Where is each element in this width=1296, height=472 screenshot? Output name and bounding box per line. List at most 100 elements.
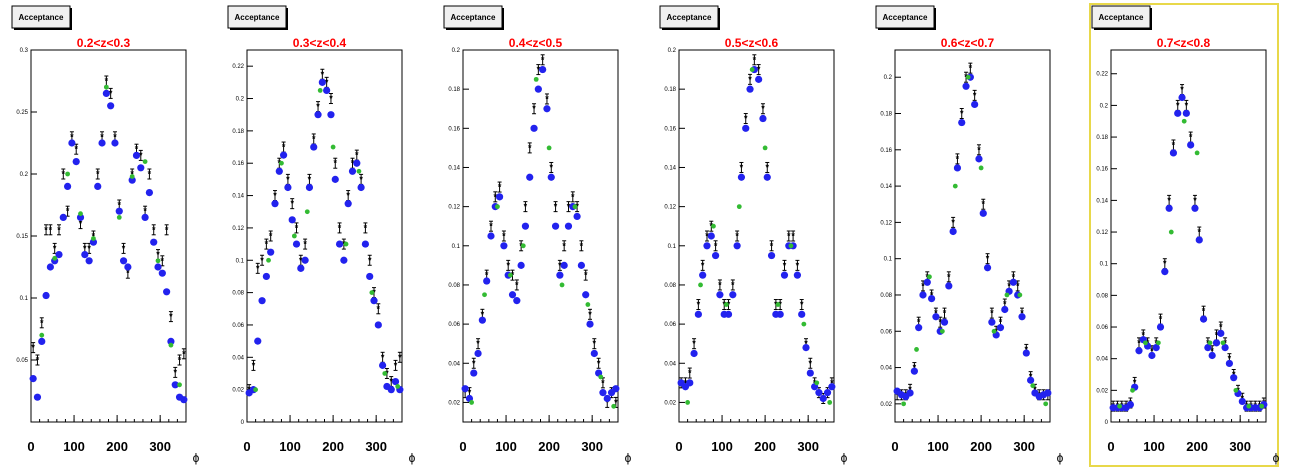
data-point-dot bbox=[1148, 351, 1156, 360]
y-tick-label: 0.2 bbox=[668, 48, 677, 54]
y-tick-label: 0.16 bbox=[448, 126, 460, 132]
data-point-star: * bbox=[697, 300, 701, 310]
data-point-dot bbox=[154, 263, 162, 271]
data-point-dot bbox=[370, 297, 378, 305]
data-point-dot bbox=[340, 256, 348, 264]
y-tick-label: 0.16 bbox=[232, 161, 244, 167]
label-box-text: Acceptance bbox=[235, 13, 280, 22]
data-point-dot bbox=[763, 173, 771, 181]
data-point-star: * bbox=[31, 343, 35, 353]
data-point-dot bbox=[1044, 389, 1052, 397]
data-point-dot bbox=[759, 114, 767, 123]
y-tick-label: 0 bbox=[1105, 420, 1109, 426]
x-tick-label: 300 bbox=[797, 439, 819, 454]
data-point-dot bbox=[1004, 292, 1010, 298]
y-tick-label: 0.12 bbox=[880, 220, 892, 226]
data-point-dot bbox=[387, 386, 395, 394]
data-point-dot bbox=[72, 158, 80, 166]
x-tick-label: 200 bbox=[106, 439, 128, 454]
data-point-dot bbox=[68, 139, 76, 147]
data-point-dot bbox=[304, 209, 310, 215]
label-box bbox=[659, 5, 719, 29]
data-point-dot bbox=[1207, 340, 1213, 346]
y-tick-label: 0.16 bbox=[664, 126, 676, 132]
data-point-dot bbox=[353, 159, 361, 167]
data-point-dot bbox=[798, 310, 806, 318]
data-point-star: * bbox=[351, 158, 355, 168]
data-point-dot bbox=[279, 151, 288, 159]
data-point-dot bbox=[828, 383, 836, 391]
data-point-dot bbox=[297, 264, 305, 272]
data-point-dot bbox=[461, 385, 469, 393]
data-point-star: * bbox=[951, 217, 955, 227]
data-point-dot bbox=[1230, 374, 1238, 382]
data-point-dot bbox=[788, 243, 794, 249]
data-point-dot bbox=[685, 400, 691, 405]
data-point-star: * bbox=[960, 109, 964, 119]
data-point-star: * bbox=[705, 231, 709, 241]
data-point-dot bbox=[288, 216, 296, 224]
y-tick-label: 0.08 bbox=[880, 293, 892, 299]
chart-title: 0.5<z<0.6 bbox=[725, 36, 779, 50]
data-point-dot bbox=[971, 100, 979, 109]
x-tick-label: 300 bbox=[365, 439, 387, 454]
y-tick-label: 0.18 bbox=[448, 87, 460, 93]
data-point-dot bbox=[736, 204, 742, 210]
data-point-dot bbox=[699, 271, 707, 279]
data-point-dot bbox=[1233, 387, 1239, 393]
y-tick-label: 0.05 bbox=[16, 358, 28, 364]
x-axis-label: ϕ bbox=[625, 451, 632, 465]
data-point-star: * bbox=[584, 270, 588, 280]
data-point-dot bbox=[474, 349, 482, 358]
data-point-dot bbox=[254, 337, 262, 345]
data-point-dot bbox=[158, 269, 166, 277]
data-point-dot bbox=[559, 282, 565, 288]
data-point-dot bbox=[598, 374, 604, 380]
data-point-dot bbox=[1043, 401, 1049, 407]
data-point-dot bbox=[724, 310, 733, 318]
data-point-dot bbox=[1208, 351, 1216, 360]
plot-frame bbox=[30, 49, 187, 423]
data-point-star: * bbox=[502, 231, 506, 241]
data-point-dot bbox=[819, 394, 827, 403]
data-point-dot bbox=[150, 238, 158, 246]
data-point-star: * bbox=[770, 241, 774, 251]
data-point-star: * bbox=[766, 162, 770, 172]
data-point-dot bbox=[694, 310, 702, 318]
data-point-dot bbox=[729, 291, 737, 299]
data-point-star: * bbox=[999, 317, 1003, 327]
data-point-star: * bbox=[1198, 227, 1202, 237]
data-point-dot bbox=[1022, 349, 1030, 357]
data-point-star: * bbox=[53, 243, 57, 253]
y-tick-label: 0.04 bbox=[232, 355, 244, 361]
y-tick-label: 0.18 bbox=[1096, 135, 1108, 141]
data-point-dot bbox=[271, 200, 279, 208]
data-point-star: * bbox=[1193, 195, 1197, 205]
data-point-star: * bbox=[40, 318, 44, 328]
data-point-dot bbox=[927, 274, 932, 280]
data-point-dot bbox=[703, 242, 711, 250]
data-point-star: * bbox=[316, 102, 320, 112]
data-point-dot bbox=[98, 139, 106, 147]
y-tick-label: 0.18 bbox=[232, 129, 244, 135]
data-point-star: * bbox=[381, 352, 385, 362]
data-point-star: * bbox=[1189, 132, 1193, 142]
label-box-text: Acceptance bbox=[451, 13, 496, 22]
data-point-dot bbox=[279, 160, 284, 166]
data-point-star: * bbox=[126, 268, 130, 278]
data-point-star: * bbox=[921, 281, 925, 291]
data-point-star: * bbox=[143, 206, 147, 216]
data-point-star: * bbox=[161, 256, 165, 266]
data-point-dot bbox=[530, 124, 538, 132]
data-point-dot bbox=[556, 271, 564, 279]
data-point-dot bbox=[939, 328, 945, 334]
data-point-star: * bbox=[1012, 272, 1016, 282]
data-point-star: * bbox=[804, 339, 808, 349]
data-point-dot bbox=[952, 183, 958, 189]
data-point-star: * bbox=[1137, 338, 1141, 348]
data-point-star: * bbox=[990, 308, 994, 318]
y-tick-label: 0.02 bbox=[448, 400, 460, 406]
x-axis-label: ϕ bbox=[1057, 451, 1064, 465]
data-point-dot bbox=[940, 318, 949, 326]
data-point-dot bbox=[1225, 359, 1234, 368]
